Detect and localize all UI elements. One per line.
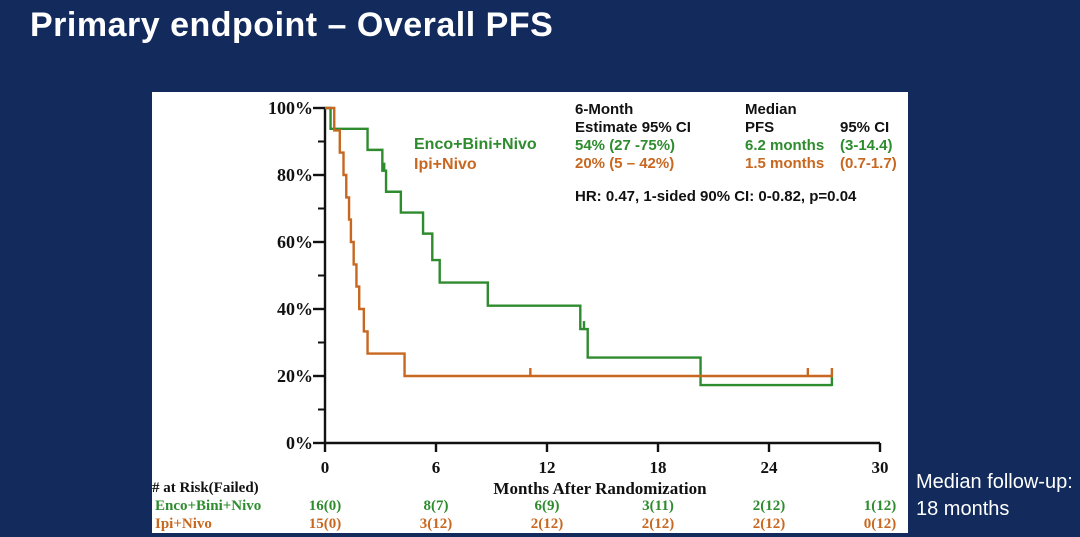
chart-panel: 0% 20% 40% 60% 80% 100% 0 6 12 18 24 30 Months Aft…: [152, 92, 908, 533]
risk-value-cell: 1(12): [863, 498, 897, 514]
risk-value-cell: 2(12): [641, 516, 675, 532]
x-axis-tick-label: 6: [431, 458, 441, 477]
y-axis-tick-label: 60%: [277, 232, 313, 252]
risk-row-label-ipi: Ipi+Nivo: [155, 516, 212, 532]
y-axis-tick-label: 0%: [286, 433, 313, 453]
y-axis-tick-label: 80%: [277, 165, 313, 185]
stats-ci-enco: (3-14.4): [840, 137, 893, 154]
risk-value-cell: 6(9): [534, 498, 560, 514]
stats-6month-header2: Estimate 95% CI: [575, 119, 691, 136]
x-axis-tick-label: 12: [538, 458, 556, 477]
km-curve-ipi-nivo: [325, 106, 832, 378]
risk-value-cell: 2(12): [752, 498, 786, 514]
y-axis-tick-label: 20%: [277, 366, 313, 386]
stats-hr-line: HR: 0.47, 1-sided 90% CI: 0-0.82, p=0.04: [575, 188, 857, 205]
stats-median-header2: PFS: [745, 119, 775, 136]
risk-table-header: # at Risk(Failed): [152, 480, 259, 496]
x-axis-tick-label: 18: [649, 458, 667, 477]
x-axis-title: Months After Randomization: [493, 479, 707, 498]
x-axis-tick-label: 24: [760, 458, 778, 477]
stats-median-enco: 6.2 months: [745, 137, 825, 154]
footnote-median-followup: Median follow-up: 18 months: [916, 469, 1080, 523]
x-axis-tick-label: 0: [320, 458, 330, 477]
legend-entry-ipi-nivo: Ipi+Nivo: [414, 156, 477, 173]
stats-ci-header: 95% CI: [840, 119, 890, 136]
stats-6month-header1: 6-Month: [575, 101, 634, 118]
stats-ci-ipi: (0.7-1.7): [840, 155, 897, 172]
stats-median-ipi: 1.5 months: [745, 155, 825, 172]
footnote-line1: Median follow-up:: [916, 471, 1073, 493]
legend-entry-enco-bini-nivo: Enco+Bini+Nivo: [414, 136, 537, 153]
km-curve-enco-bini-nivo: [325, 106, 832, 387]
y-axis-tick-label: 100%: [268, 98, 313, 118]
risk-row-label-enco: Enco+Bini+Nivo: [155, 498, 262, 514]
stats-estimate-ipi: 20% (5 – 42%): [575, 155, 675, 172]
risk-value-cell: 8(7): [423, 498, 449, 514]
risk-value-cell: 2(12): [752, 516, 786, 532]
x-axis-tick-label: 30: [871, 458, 889, 477]
risk-value-cell: 15(0): [308, 516, 342, 532]
stats-median-header1: Median: [745, 101, 797, 118]
footnote-line2: 18 months: [916, 498, 1010, 520]
y-axis-tick-label: 40%: [277, 299, 313, 319]
risk-value-cell: 2(12): [530, 516, 564, 532]
km-chart-canvas: [313, 106, 882, 452]
risk-value-cell: 3(12): [419, 516, 453, 532]
risk-value-cell: 16(0): [308, 498, 342, 514]
risk-value-cell: 0(12): [863, 516, 897, 532]
page-title: Primary endpoint – Overall PFS: [30, 6, 554, 44]
risk-value-cell: 3(11): [642, 498, 674, 514]
stats-estimate-enco: 54% (27 -75%): [575, 137, 676, 154]
